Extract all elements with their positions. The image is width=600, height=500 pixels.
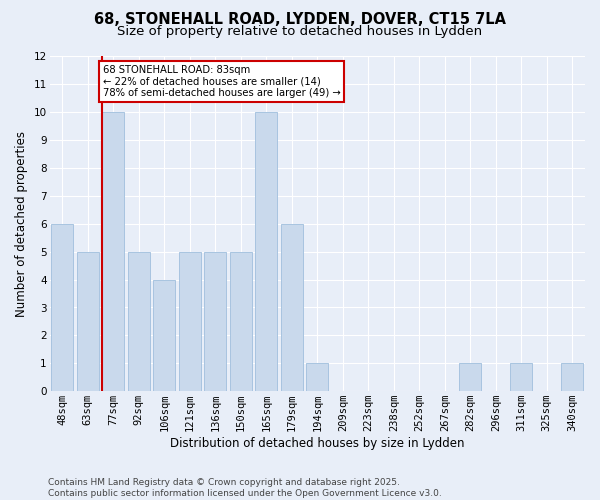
Bar [511, 364, 532, 391]
Text: Contains HM Land Registry data © Crown copyright and database right 2025.
Contai: Contains HM Land Registry data © Crown c… [48, 478, 442, 498]
Text: 68, STONEHALL ROAD, LYDDEN, DOVER, CT15 7LA: 68, STONEHALL ROAD, LYDDEN, DOVER, CT15 … [94, 12, 506, 28]
Text: 68 STONEHALL ROAD: 83sqm
← 22% of detached houses are smaller (14)
78% of semi-d: 68 STONEHALL ROAD: 83sqm ← 22% of detach… [103, 65, 340, 98]
Bar [103, 112, 124, 391]
Bar [52, 224, 73, 391]
Bar [460, 364, 481, 391]
Bar [205, 252, 226, 391]
Bar [154, 280, 175, 391]
Bar [128, 252, 149, 391]
Bar [256, 112, 277, 391]
Text: Size of property relative to detached houses in Lydden: Size of property relative to detached ho… [118, 25, 482, 38]
X-axis label: Distribution of detached houses by size in Lydden: Distribution of detached houses by size … [170, 437, 464, 450]
Bar [230, 252, 251, 391]
Y-axis label: Number of detached properties: Number of detached properties [15, 131, 28, 317]
Bar [179, 252, 200, 391]
Bar [77, 252, 98, 391]
Bar [307, 364, 328, 391]
Bar [562, 364, 583, 391]
Bar [281, 224, 302, 391]
